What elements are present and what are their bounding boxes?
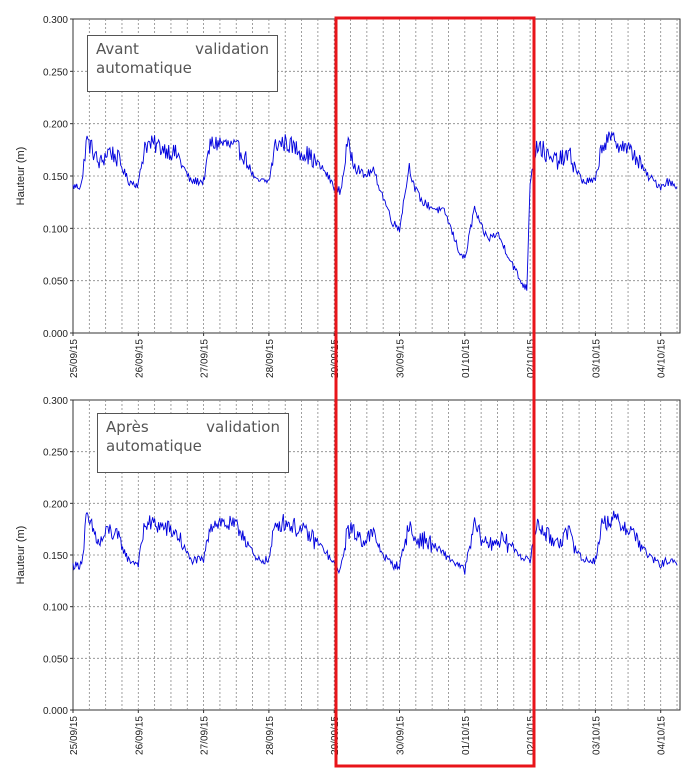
- bottom-ytick-label: 0.000: [43, 706, 68, 717]
- bottom-ytick-label: 0.250: [43, 448, 68, 459]
- bottom-ytick-label: 0.050: [43, 654, 68, 665]
- bottom-xtick-label: 26/09/15: [134, 716, 145, 755]
- bottom-ytick-label: 0.100: [43, 603, 68, 614]
- bottom-series-line: [72, 510, 678, 575]
- annotation-after-word2: validation: [206, 418, 280, 436]
- top-ytick-label: 0.300: [43, 15, 68, 26]
- annotation-after: Après validation automatique: [97, 413, 289, 473]
- top-xtick-label: 03/10/15: [591, 339, 602, 378]
- top-xtick-label: 27/09/15: [200, 339, 211, 378]
- bottom-xtick-label: 27/09/15: [200, 716, 211, 755]
- annotation-after-word1: Après: [106, 418, 149, 436]
- annotation-before-word2: validation: [195, 40, 269, 58]
- bottom-xtick-label: 30/09/15: [396, 716, 407, 755]
- top-xtick-label: 02/10/15: [526, 339, 537, 378]
- bottom-xtick-label: 01/10/15: [461, 716, 472, 755]
- top-xtick-label: 26/09/15: [134, 339, 145, 378]
- bottom-ytick-label: 0.200: [43, 499, 68, 510]
- top-xtick-label: 28/09/15: [265, 339, 276, 378]
- top-ytick-label: 0.150: [43, 172, 68, 183]
- highlight-rectangle: [334, 16, 536, 768]
- annotation-before-word3: automatique: [96, 59, 192, 77]
- top-ytick-label: 0.100: [43, 224, 68, 235]
- annotation-after-word3: automatique: [106, 437, 202, 455]
- bottom-xtick-label: 25/09/15: [69, 716, 80, 755]
- bottom-ytick-label: 0.150: [43, 551, 68, 562]
- top-ytick-label: 0.000: [43, 329, 68, 340]
- bottom-xtick-label: 28/09/15: [265, 716, 276, 755]
- top-series-line: [72, 131, 678, 291]
- top-ytick-label: 0.050: [43, 277, 68, 288]
- top-xtick-label: 25/09/15: [69, 339, 80, 378]
- top-xtick-label: 04/10/15: [657, 339, 668, 378]
- top-ytick-label: 0.250: [43, 67, 68, 78]
- top-xtick-label: 30/09/15: [396, 339, 407, 378]
- bottom-xtick-label: 03/10/15: [591, 716, 602, 755]
- annotation-before-word1: Avant: [96, 40, 139, 58]
- bottom-xtick-label: 04/10/15: [657, 716, 668, 755]
- top-xtick-label: 01/10/15: [461, 339, 472, 378]
- bottom-ytick-label: 0.300: [43, 396, 68, 407]
- top-ytick-label: 0.200: [43, 120, 68, 131]
- bottom-xtick-label: 02/10/15: [526, 716, 537, 755]
- bottom-ylabel: Hauteur (m): [15, 526, 27, 585]
- annotation-before: Avant validation automatique: [87, 35, 278, 92]
- top-ylabel: Hauteur (m): [15, 147, 27, 206]
